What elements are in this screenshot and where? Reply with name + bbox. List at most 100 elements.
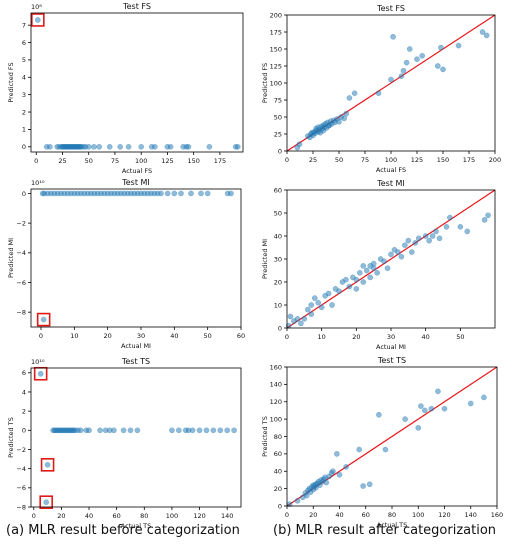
data-point xyxy=(217,427,224,434)
data-point xyxy=(346,95,353,101)
y-tick-label: 4 xyxy=(22,74,26,82)
chart-title: Test MI xyxy=(121,178,150,187)
data-point xyxy=(294,497,301,504)
y-axis-label: Predicted TS xyxy=(261,416,269,457)
data-point xyxy=(402,242,408,248)
chart-6: 0 20 40 60 80 100 120 140 160 0 20 40 60 80 100 120 140 1… xyxy=(261,356,503,529)
data-point xyxy=(447,214,453,221)
x-tick-label: 0 xyxy=(285,333,289,341)
data-point xyxy=(406,46,413,52)
x-tick-label: 150 xyxy=(437,156,449,164)
data-point xyxy=(455,42,462,49)
data-point xyxy=(86,427,92,434)
outlier-highlight-box xyxy=(36,312,51,327)
data-point xyxy=(234,143,241,150)
x-tick-label: 100 xyxy=(135,157,147,165)
y-tick-label: −2 xyxy=(16,219,26,227)
x-tick-label: 120 xyxy=(438,511,450,519)
axis-offset-text: 10¹⁰ xyxy=(31,358,45,366)
data-point xyxy=(405,237,412,244)
y-tick-label: 125 xyxy=(270,62,282,70)
x-tick-label: 75 xyxy=(361,156,369,164)
chart-4: 0 10 20 30 40 50 0 10 20 30 40 50 60 Test MI Actual MI… xyxy=(261,179,496,351)
data-point xyxy=(479,29,486,35)
data-point xyxy=(351,90,358,96)
data-point xyxy=(185,143,192,150)
chart-title: Test TS xyxy=(377,356,406,365)
points xyxy=(286,388,487,508)
x-tick-label: 10 xyxy=(318,333,326,341)
y-tick-label: 200 xyxy=(270,11,282,19)
data-point xyxy=(336,288,342,295)
x-tick-label: 60 xyxy=(237,332,245,340)
data-point xyxy=(346,283,353,290)
data-point xyxy=(127,427,134,434)
x-tick-label: 20 xyxy=(104,332,112,340)
data-point xyxy=(356,269,363,276)
data-point xyxy=(35,17,41,23)
data-point xyxy=(330,468,336,475)
data-point xyxy=(210,427,217,434)
data-point xyxy=(43,499,49,506)
y-tick-label: 60 xyxy=(274,186,282,194)
data-point xyxy=(390,33,396,40)
x-tick-label: 40 xyxy=(85,512,93,520)
data-point xyxy=(356,446,362,453)
x-tick-label: 30 xyxy=(387,333,395,341)
data-point xyxy=(403,59,410,66)
y-tick-label: 75 xyxy=(274,96,282,104)
data-point xyxy=(176,427,182,434)
data-point xyxy=(44,462,51,468)
x-tick-label: 175 xyxy=(214,157,226,165)
data-point xyxy=(341,115,348,122)
x-tick-label: 20 xyxy=(57,512,65,520)
data-point xyxy=(415,235,422,242)
data-point xyxy=(429,233,436,239)
y-axis-label: Predicted FS xyxy=(261,63,269,103)
data-point xyxy=(376,411,382,418)
data-point xyxy=(415,425,422,431)
x-tick-label: 160 xyxy=(491,511,503,519)
data-point xyxy=(196,427,203,434)
data-point xyxy=(96,143,103,150)
x-tick-label: 175 xyxy=(463,156,475,164)
data-point xyxy=(412,240,419,246)
data-point xyxy=(402,416,408,422)
x-tick-label: 0 xyxy=(34,157,38,165)
data-point xyxy=(204,190,211,197)
data-point xyxy=(329,302,335,308)
x-tick-label: 140 xyxy=(465,511,477,519)
data-point xyxy=(384,265,391,272)
y-axis-label: Predicted MI xyxy=(261,239,269,279)
data-point xyxy=(434,63,441,69)
data-point xyxy=(97,427,103,434)
x-tick-label: 0 xyxy=(39,332,43,340)
data-point xyxy=(422,233,429,239)
y-tick-label: 150 xyxy=(270,45,282,53)
y-axis-label: Predicted FS xyxy=(7,62,15,102)
y-tick-label: −8 xyxy=(16,308,26,316)
data-point xyxy=(457,223,464,230)
data-point xyxy=(47,143,53,150)
x-tick-label: 150 xyxy=(187,157,199,165)
identity-line xyxy=(286,189,496,329)
data-point xyxy=(301,315,308,322)
chart-3: 0 10 20 30 40 50 60 0 −2 −4 −6 −8 Test MI Actual MI Pr… xyxy=(7,178,245,350)
data-point xyxy=(367,274,374,281)
y-tick-label: 140 xyxy=(270,381,282,389)
data-point xyxy=(336,118,342,125)
x-tick-label: 75 xyxy=(111,157,119,165)
data-point xyxy=(167,143,174,150)
axis-offset-text: 10⁸ xyxy=(31,3,42,11)
data-point xyxy=(360,263,367,269)
y-tick-label: 3 xyxy=(22,91,26,99)
data-point xyxy=(117,143,124,150)
data-point xyxy=(318,304,325,311)
y-tick-label: 5 xyxy=(22,56,26,64)
x-tick-label: 0 xyxy=(285,511,289,519)
data-point xyxy=(363,267,370,274)
y-tick-label: 50 xyxy=(274,209,282,217)
x-tick-label: 50 xyxy=(85,157,93,165)
